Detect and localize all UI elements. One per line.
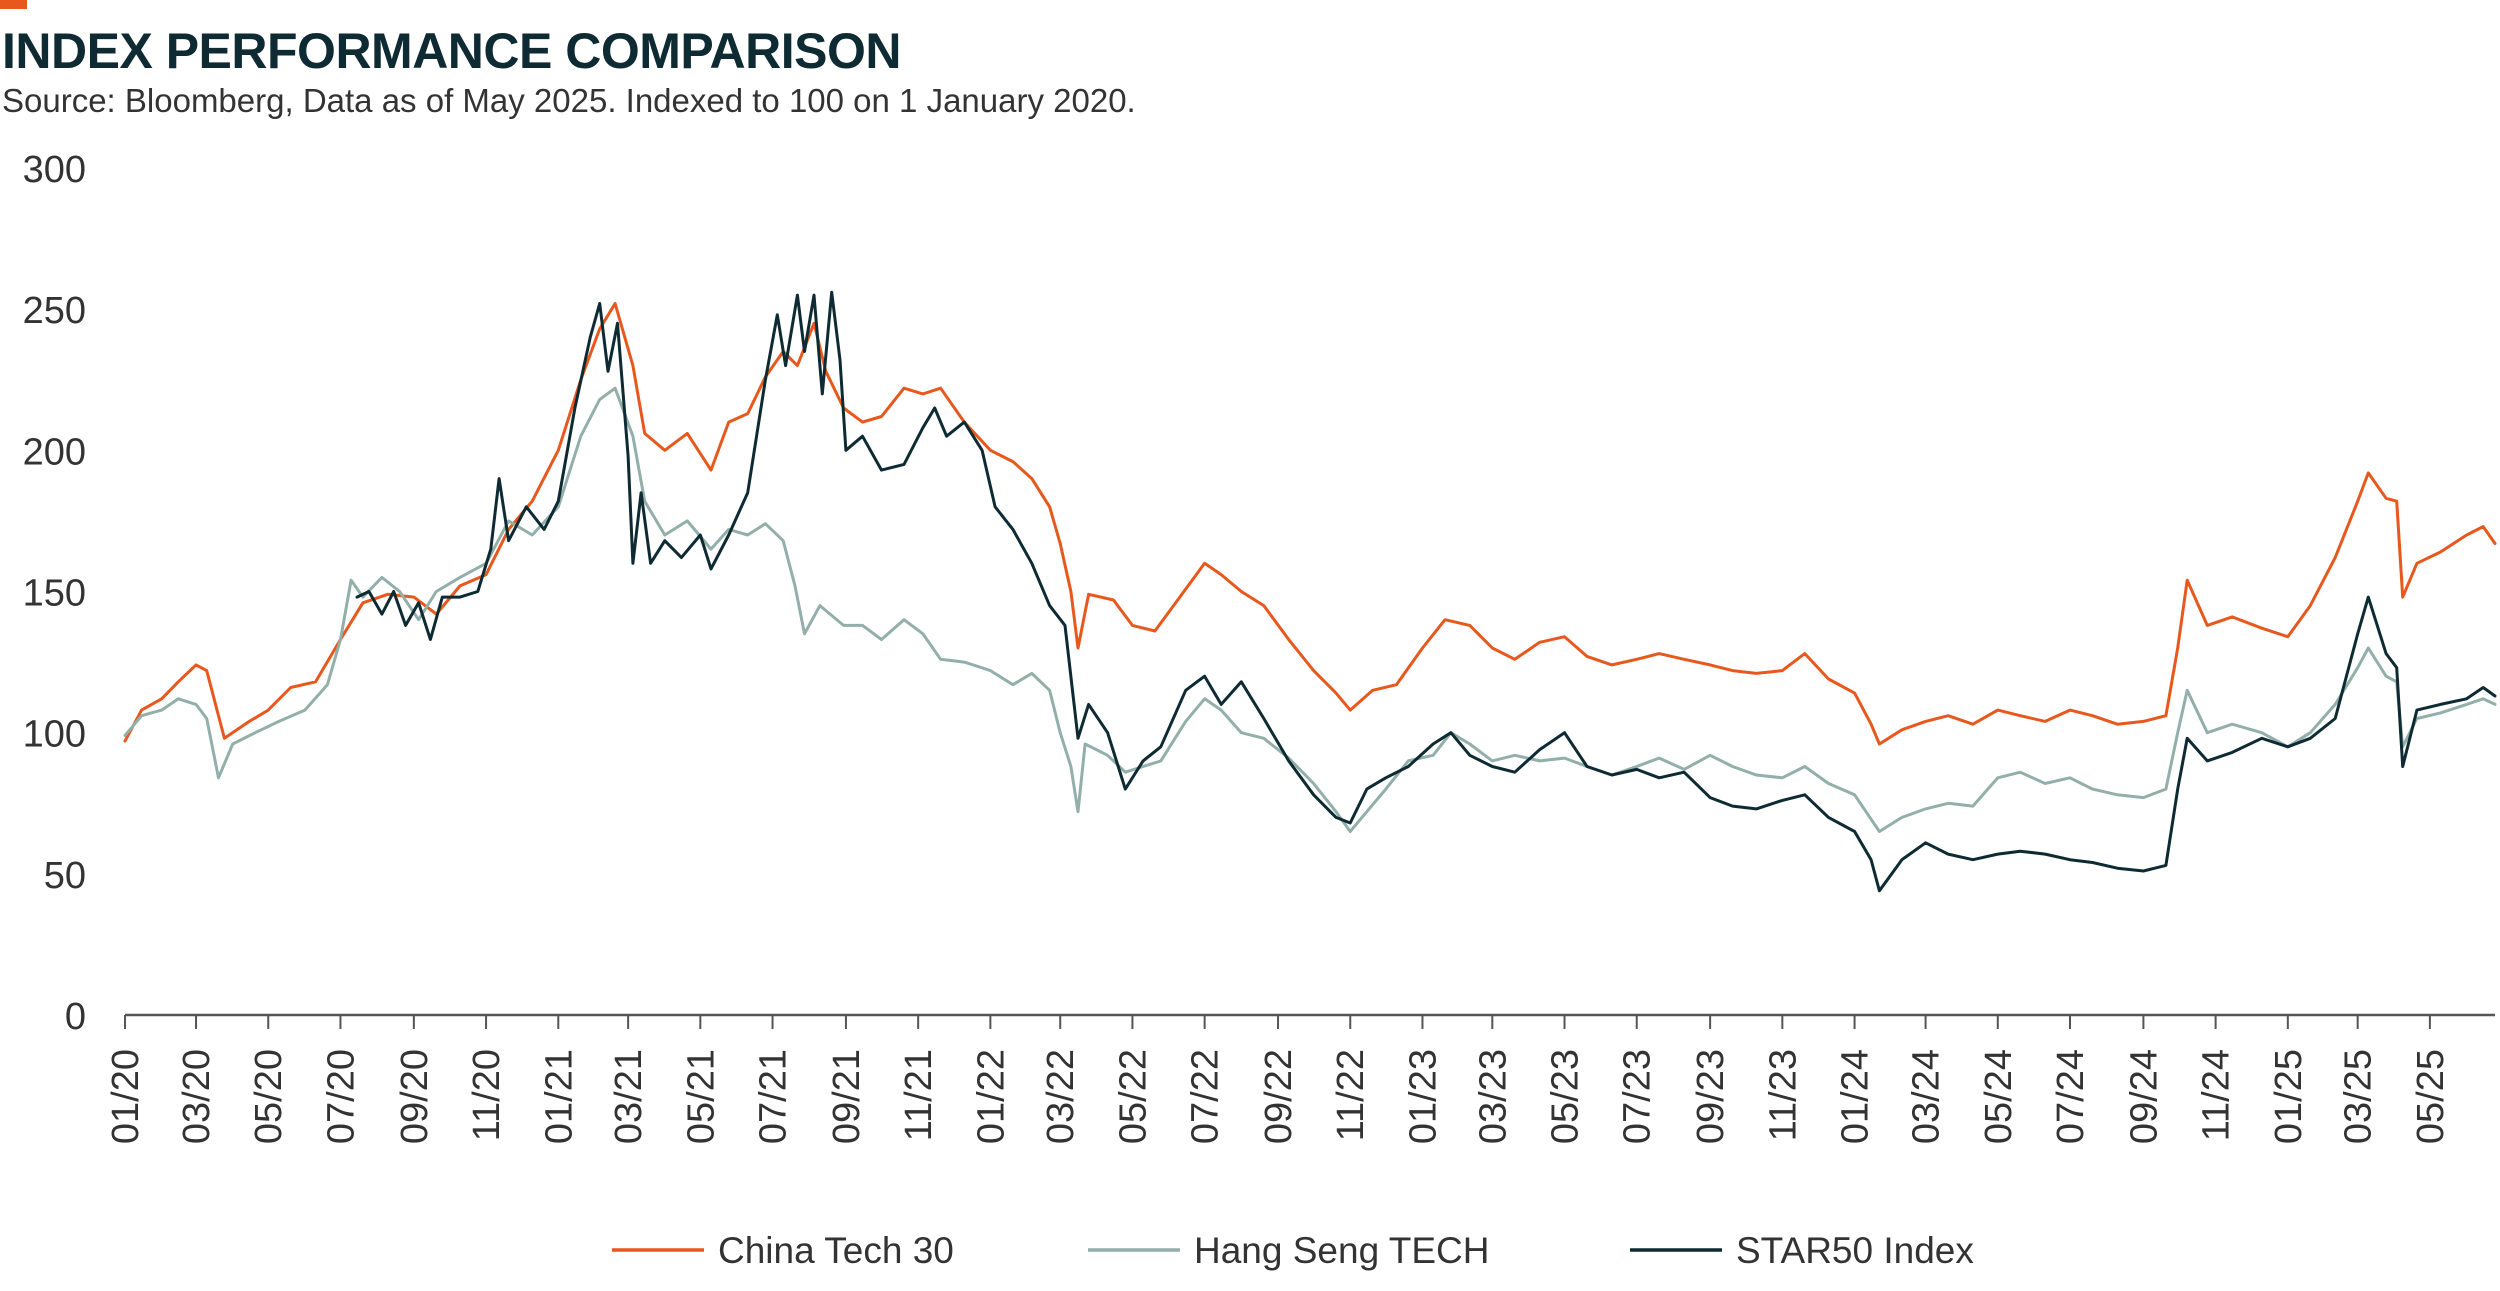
x-tick-label-03-22: 03/22 [1040,1049,1082,1144]
series-line-hang-seng-tech [123,386,2497,833]
x-tick-label-01-21: 01/21 [538,1049,580,1144]
x-tick-label-09-24: 09/24 [2123,1049,2165,1144]
x-tick-label-05-24: 05/24 [1978,1049,2020,1144]
legend-label-star50-index: STAR50 Index [1736,1230,1974,1271]
x-tick-label-07-20: 07/20 [320,1049,362,1144]
series-layer [123,290,2497,893]
x-tick-label-11-23: 11/23 [1762,1049,1804,1141]
x-tick-label-03-20: 03/20 [176,1049,218,1144]
x-tick-label-01-24: 01/24 [1835,1049,1877,1144]
legend-label-hang-seng-tech: Hang Seng TECH [1194,1230,1489,1271]
y-tick-label-100: 100 [23,714,86,756]
x-tick-label-03-23: 03/23 [1472,1049,1514,1144]
legend: China Tech 30 Hang Seng TECH STAR50 Index [612,1230,1974,1271]
chart-title: INDEX PERFORMANCE COMPARISON [2,23,902,79]
x-tick-label-09-21: 09/21 [826,1049,868,1144]
x-tick-label-03-24: 03/24 [1906,1049,1948,1144]
y-tick-label-250: 250 [23,290,86,332]
x-tick-label-01-25: 01/25 [2268,1049,2310,1144]
y-tick-label-0: 0 [65,996,86,1038]
x-axis: 01/20 03/20 05/20 07/20 09/20 11/20 01/21 03/21… [105,1013,2495,1144]
x-tick-label-05-23: 05/23 [1545,1049,1587,1144]
y-axis: 0 50 100 150 200 250 300 [23,149,86,1038]
x-tick-label-11-21: 11/21 [898,1049,940,1141]
legend-label-china-tech-30: China Tech 30 [718,1230,954,1271]
x-tick-label-11-20: 11/20 [466,1049,508,1141]
series-line-china-tech-30 [123,302,2497,746]
y-tick-label-150: 150 [23,573,86,615]
series-line-star50-index [355,290,2497,893]
x-tick-label-07-22: 07/22 [1185,1049,1227,1144]
x-tick-label-01-22: 01/22 [970,1049,1012,1144]
y-tick-label-50: 50 [44,855,86,897]
x-tick-label-03-25: 03/25 [2338,1049,2380,1144]
chart-subtitle: Source: Bloomberg, Data as of May 2025. … [2,82,1136,119]
x-tick-label-09-23: 09/23 [1690,1049,1732,1144]
x-tick-label-03-21: 03/21 [608,1049,650,1144]
x-tick-label-09-22: 09/22 [1258,1049,1300,1144]
x-tick-label-05-20: 05/20 [248,1049,290,1144]
x-tick-label-11-24: 11/24 [2196,1049,2238,1141]
x-tick-label-07-24: 07/24 [2050,1049,2092,1144]
x-tick-label-09-20: 09/20 [394,1049,436,1144]
x-tick-label-07-23: 07/23 [1617,1049,1659,1144]
y-tick-label-300: 300 [23,149,86,191]
x-tick-label-07-21: 07/21 [753,1049,795,1144]
x-tick-label-01-23: 01/23 [1402,1049,1444,1144]
y-tick-label-200: 200 [23,431,86,473]
x-tick-label-05-21: 05/21 [680,1049,722,1144]
x-tick-label-11-22: 11/22 [1330,1049,1372,1141]
accent-bar [0,0,27,9]
x-tick-label-01-20: 01/20 [105,1049,147,1144]
x-tick-label-05-25: 05/25 [2410,1049,2452,1144]
x-tick-label-05-22: 05/22 [1112,1049,1154,1144]
